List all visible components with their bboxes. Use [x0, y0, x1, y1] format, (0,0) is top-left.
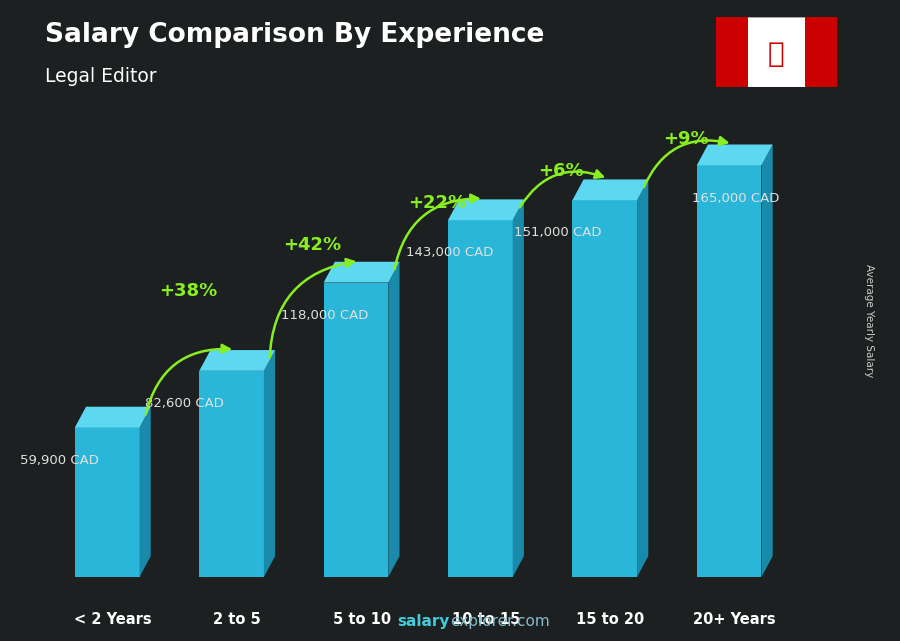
Text: Salary Comparison By Experience: Salary Comparison By Experience — [45, 22, 544, 49]
Text: 165,000 CAD: 165,000 CAD — [692, 192, 779, 204]
Text: 2 to 5: 2 to 5 — [213, 612, 261, 627]
Text: +38%: +38% — [159, 282, 217, 300]
Polygon shape — [761, 144, 773, 577]
Text: 118,000 CAD: 118,000 CAD — [281, 309, 369, 322]
Text: 151,000 CAD: 151,000 CAD — [514, 226, 601, 240]
Polygon shape — [324, 283, 388, 577]
Text: +6%: +6% — [538, 162, 584, 180]
Text: explorer.com: explorer.com — [450, 615, 550, 629]
Polygon shape — [637, 179, 648, 577]
Polygon shape — [572, 200, 637, 577]
Text: +22%: +22% — [408, 194, 466, 212]
Polygon shape — [697, 165, 761, 577]
Polygon shape — [75, 406, 150, 428]
Text: 15 to 20: 15 to 20 — [576, 612, 644, 627]
Polygon shape — [805, 17, 837, 87]
Polygon shape — [697, 144, 773, 165]
Polygon shape — [513, 199, 524, 577]
Text: 5 to 10: 5 to 10 — [332, 612, 391, 627]
Text: +9%: +9% — [662, 129, 708, 147]
Polygon shape — [716, 17, 837, 87]
Text: 20+ Years: 20+ Years — [693, 612, 776, 627]
Text: Legal Editor: Legal Editor — [45, 67, 157, 87]
Text: 59,900 CAD: 59,900 CAD — [21, 454, 99, 467]
Text: salary: salary — [398, 615, 450, 629]
Polygon shape — [140, 406, 150, 577]
Polygon shape — [572, 179, 648, 200]
Polygon shape — [324, 262, 400, 283]
Polygon shape — [199, 350, 275, 371]
Polygon shape — [199, 371, 264, 577]
Polygon shape — [448, 220, 513, 577]
Polygon shape — [716, 17, 748, 87]
Text: 10 to 15: 10 to 15 — [452, 612, 520, 627]
Text: < 2 Years: < 2 Years — [74, 612, 151, 627]
Text: 82,600 CAD: 82,600 CAD — [145, 397, 224, 410]
Text: Average Yearly Salary: Average Yearly Salary — [863, 264, 874, 377]
Text: 143,000 CAD: 143,000 CAD — [406, 246, 493, 260]
Polygon shape — [264, 350, 275, 577]
Polygon shape — [75, 428, 140, 577]
Polygon shape — [388, 262, 400, 577]
Polygon shape — [448, 199, 524, 220]
Text: 🍁: 🍁 — [768, 40, 785, 68]
Text: +42%: +42% — [284, 236, 341, 254]
